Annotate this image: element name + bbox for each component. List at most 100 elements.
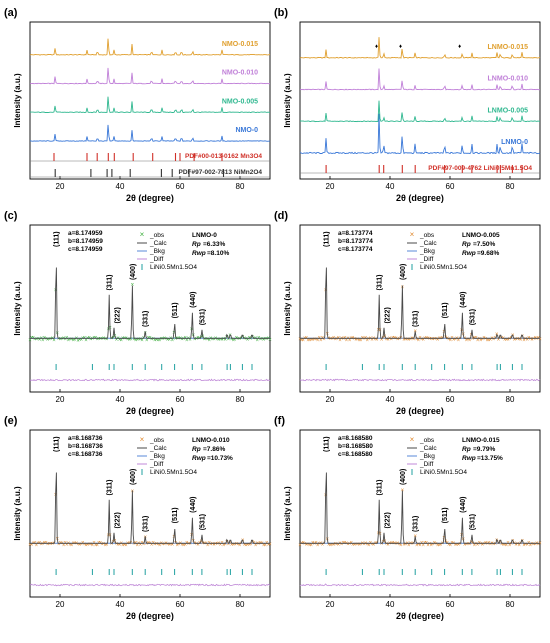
observed-point: × bbox=[75, 541, 79, 547]
observed-point: × bbox=[340, 336, 344, 342]
observed-point: × bbox=[28, 542, 32, 548]
observed-point: × bbox=[167, 338, 171, 344]
difference-line bbox=[299, 378, 541, 382]
rp-value: =6.33% bbox=[203, 241, 225, 248]
observed-point: × bbox=[476, 542, 480, 548]
observed-point: × bbox=[329, 336, 333, 342]
observed-point: × bbox=[445, 336, 449, 342]
observed-point: × bbox=[449, 543, 453, 549]
observed-point: × bbox=[308, 338, 312, 344]
observed-point: × bbox=[436, 543, 440, 549]
observed-point: × bbox=[73, 541, 77, 547]
rwp-label: Rwp bbox=[462, 455, 476, 462]
observed-point: × bbox=[199, 539, 203, 545]
observed-point: × bbox=[497, 541, 501, 547]
hkl-label: (111) bbox=[54, 436, 61, 452]
observed-point: × bbox=[535, 337, 539, 343]
x-axis-label: 2θ (degree) bbox=[126, 406, 174, 416]
observed-point: × bbox=[394, 542, 398, 548]
observed-point: × bbox=[39, 542, 43, 548]
reference-label: PDF#97-009-4762 LiNi0.5Mn1.5O4 bbox=[428, 165, 532, 172]
observed-point: × bbox=[412, 337, 416, 343]
observed-point: × bbox=[70, 543, 74, 549]
x-tick-label: 80 bbox=[236, 395, 245, 404]
observed-point: × bbox=[67, 541, 71, 547]
observed-point: × bbox=[508, 543, 512, 549]
observed-point: × bbox=[129, 337, 133, 343]
observed-point: × bbox=[385, 337, 389, 343]
observed-point: × bbox=[389, 541, 393, 547]
sample-name: LNMO-0 bbox=[192, 232, 217, 239]
observed-point: × bbox=[357, 542, 361, 548]
observed-point: × bbox=[409, 541, 413, 547]
observed-point: × bbox=[505, 543, 509, 549]
observed-point: × bbox=[142, 542, 146, 548]
observed-point: × bbox=[386, 337, 390, 343]
observed-point: × bbox=[244, 337, 248, 343]
observed-point: × bbox=[238, 336, 242, 342]
observed-point: × bbox=[188, 541, 192, 547]
observed-point: × bbox=[195, 337, 199, 343]
observed-point: × bbox=[517, 543, 521, 549]
legend-obs-symbol: × bbox=[410, 230, 415, 239]
series-line bbox=[29, 96, 270, 114]
hkl-label: (440) bbox=[460, 292, 467, 308]
observed-point: × bbox=[463, 542, 467, 548]
observed-point: × bbox=[119, 338, 123, 344]
observed-point: × bbox=[345, 541, 349, 547]
observed-point: × bbox=[239, 336, 243, 342]
observed-point: × bbox=[89, 337, 93, 343]
observed-point: × bbox=[193, 337, 197, 343]
observed-point: × bbox=[514, 337, 518, 343]
observed-point: × bbox=[418, 543, 422, 549]
observed-point: × bbox=[354, 542, 358, 548]
observed-point: × bbox=[222, 543, 226, 549]
observed-point: × bbox=[402, 543, 406, 549]
observed-point: × bbox=[174, 541, 178, 547]
observed-point: × bbox=[171, 338, 175, 344]
observed-point: × bbox=[211, 337, 215, 343]
observed-point: × bbox=[198, 336, 202, 342]
observed-point: × bbox=[375, 337, 379, 343]
x-tick-label: 60 bbox=[446, 182, 455, 191]
series-line bbox=[299, 113, 541, 155]
observed-point: × bbox=[254, 543, 258, 549]
observed-point: × bbox=[83, 542, 87, 548]
observed-point: × bbox=[225, 539, 229, 545]
legend-calc-label: _Calc bbox=[149, 240, 167, 247]
x-axis-label: 2θ (degree) bbox=[396, 406, 444, 416]
legend-diff-label: _Diff bbox=[149, 256, 163, 263]
observed-point: × bbox=[182, 543, 186, 549]
observed-point: × bbox=[116, 543, 120, 549]
hkl-label: (331) bbox=[143, 516, 150, 532]
legend-phase-label: LiNi0.5Mn1.5O4 bbox=[150, 469, 197, 476]
observed-point: × bbox=[429, 336, 433, 342]
observed-point: × bbox=[206, 543, 210, 549]
observed-point: × bbox=[62, 543, 66, 549]
observed-point: × bbox=[396, 337, 400, 343]
observed-point: × bbox=[500, 542, 504, 548]
observed-point: × bbox=[243, 542, 247, 548]
observed-point: × bbox=[463, 336, 467, 342]
observed-point: × bbox=[356, 337, 360, 343]
hkl-label: (511) bbox=[442, 507, 449, 523]
observed-point: × bbox=[68, 337, 72, 343]
observed-point: × bbox=[36, 541, 40, 547]
observed-point: × bbox=[180, 337, 184, 343]
observed-point: × bbox=[116, 336, 120, 342]
observed-point: × bbox=[36, 337, 40, 343]
observed-point: × bbox=[39, 336, 43, 342]
observed-point: × bbox=[124, 543, 128, 549]
observed-point: × bbox=[57, 542, 61, 548]
observed-point: × bbox=[338, 541, 342, 547]
observed-point: × bbox=[71, 541, 75, 547]
observed-point: × bbox=[434, 336, 438, 342]
observed-point: × bbox=[87, 542, 91, 548]
observed-point: × bbox=[415, 337, 419, 343]
observed-point: × bbox=[516, 541, 520, 547]
observed-point: × bbox=[102, 336, 106, 342]
observed-point: × bbox=[489, 337, 493, 343]
observed-point: × bbox=[405, 541, 409, 547]
observed-point: × bbox=[532, 542, 536, 548]
observed-point: × bbox=[381, 540, 385, 546]
